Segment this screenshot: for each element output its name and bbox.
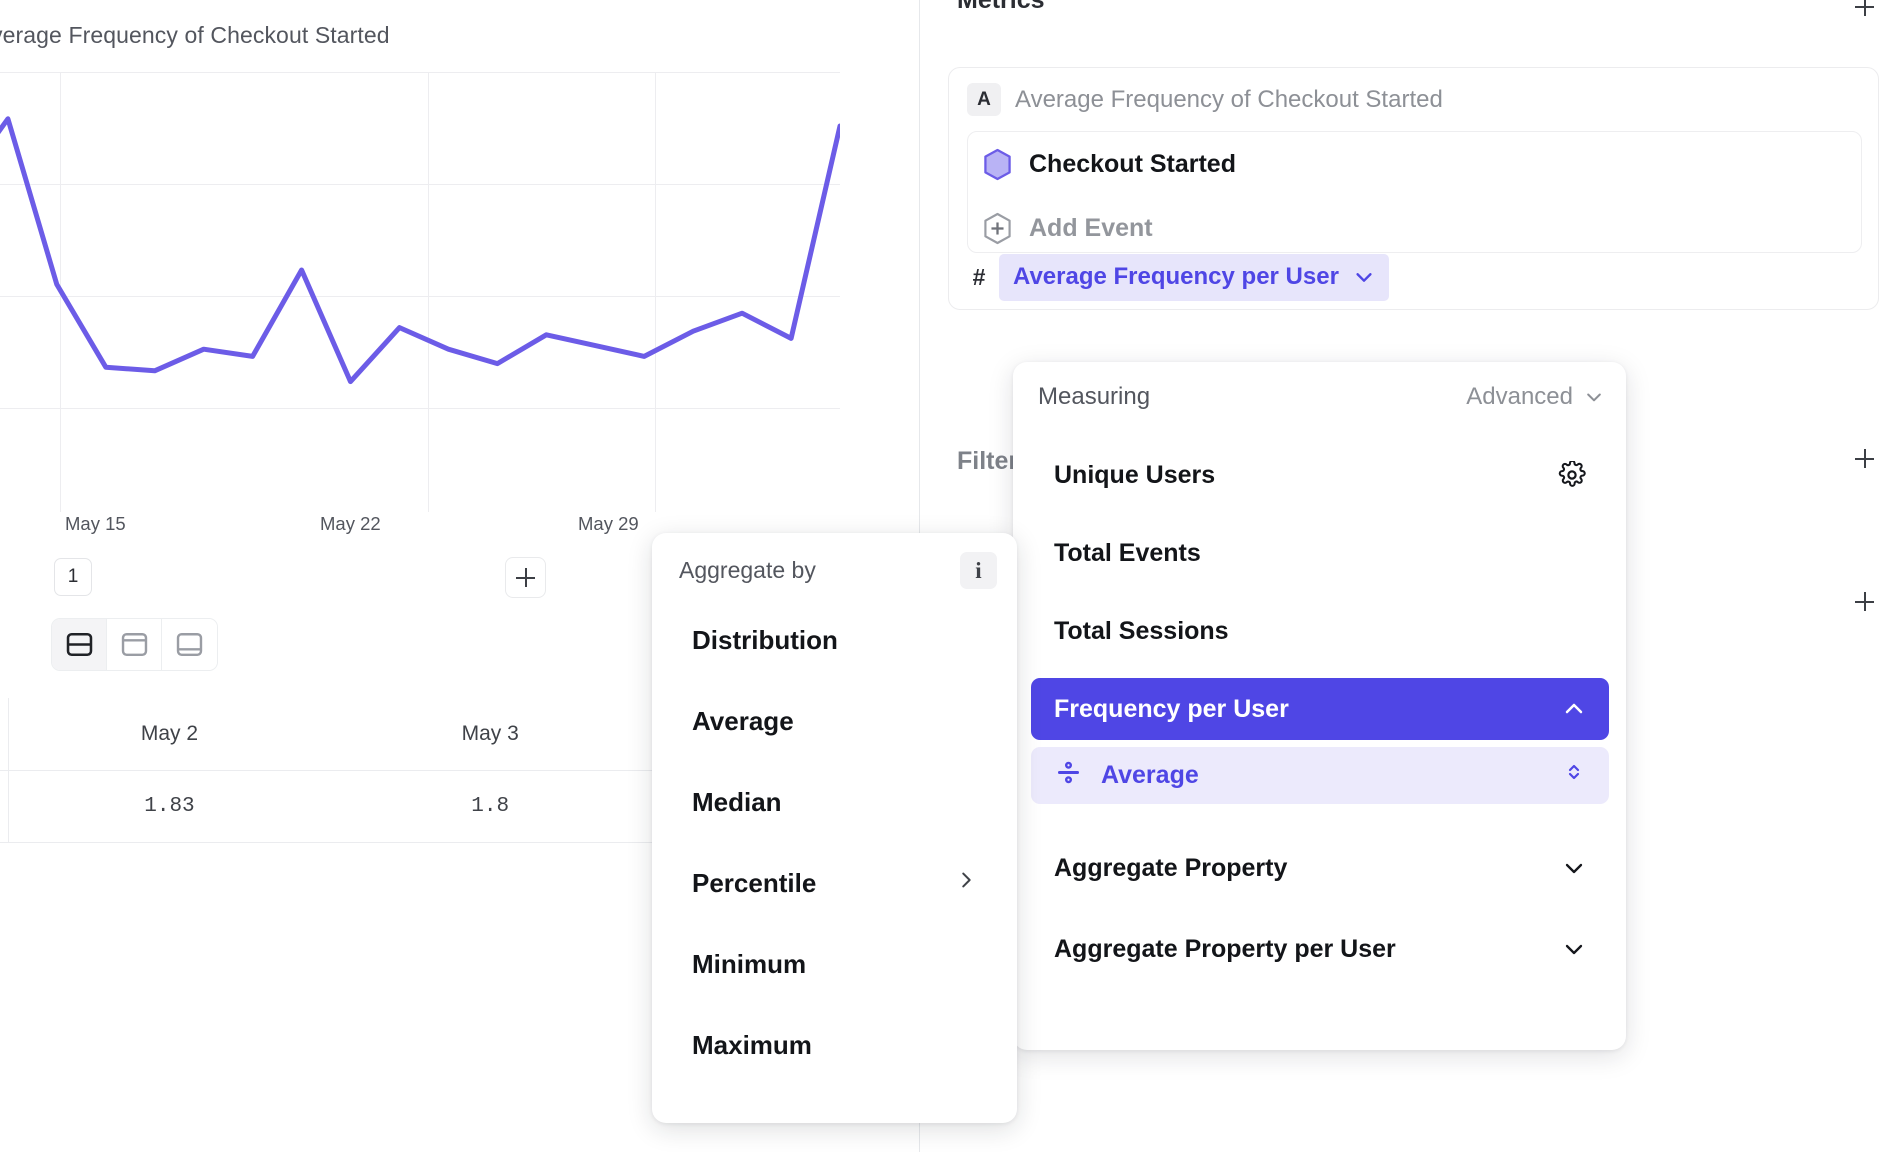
chevron-up-icon [1562,697,1586,721]
aggregate-item-distribution[interactable]: Distribution [668,611,1001,669]
advanced-label: Advanced [1466,383,1573,410]
x-axis-tick-label: May 22 [320,513,381,534]
measuring-subitem-average[interactable]: Average [1031,747,1609,804]
data-table: ↓∣′ May 2 May 3 M 1.9 1.83 1.8 [0,698,834,843]
table-cell-leading: 1.9 [0,770,9,843]
chevron-up-down-icon[interactable] [1562,760,1586,791]
add-breakdown-button[interactable] [1855,585,1874,619]
metrics-section-label: Metrics [957,0,1045,14]
measuring-item-label: Frequency per User [1054,694,1289,723]
table-row: 1.9 1.83 1.8 [0,770,834,843]
measuring-item-aggregate-property-per-user[interactable]: Aggregate Property per User [1031,918,1609,980]
measuring-item-total-sessions[interactable]: Total Sessions [1031,600,1609,662]
page-title: Average Frequency of Checkout Started [0,22,390,48]
gridline-horizontal [0,72,840,73]
chevron-down-icon [1356,273,1372,282]
measuring-item-unique-users[interactable]: Unique Users [1031,444,1609,506]
aggregate-item-minimum[interactable]: Minimum [668,935,1001,993]
table-cell: 1.83 [8,770,331,843]
measure-chip-row: # Average Frequency per User [963,254,1389,301]
divide-icon [1054,758,1083,794]
aggregate-item-average[interactable]: Average [668,692,1001,750]
measuring-dropdown: Measuring Advanced Unique Users Total Ev… [1013,362,1626,1050]
plus-icon [516,568,535,587]
metric-name[interactable]: Average Frequency of Checkout Started [1015,85,1443,113]
event-label: Checkout Started [1029,150,1236,178]
layout-chart-only-button[interactable] [107,619,162,670]
chevron-down-icon [1562,856,1586,880]
hexagon-icon [983,148,1012,181]
add-event-label: Add Event [1029,214,1153,242]
gridline-vertical [655,72,656,512]
measuring-item-label: Aggregate Property [1054,853,1288,882]
aggregate-by-label: Aggregate by [679,557,816,583]
measuring-item-label: Unique Users [1054,460,1216,489]
layout-toggle-group[interactable] [51,618,218,671]
measuring-item-frequency-per-user[interactable]: Frequency per User [1031,678,1609,740]
event-item[interactable]: Checkout Started [983,148,1236,181]
hexagon-plus-icon [983,212,1012,245]
measuring-subitem-label: Average [1101,761,1199,789]
gear-icon[interactable] [1558,461,1586,489]
chevron-down-icon [1587,393,1601,402]
info-icon[interactable]: i [960,552,997,589]
metric-name-row: A Average Frequency of Checkout Started [967,83,1443,116]
measuring-item-label: Total Events [1054,538,1201,567]
hash-icon: # [972,264,986,290]
metric-badge: A [967,83,1001,116]
measuring-item-label: Total Sessions [1054,616,1229,645]
aggregate-by-header: Aggregate by i [679,552,997,589]
aggregate-item-label: Median [692,786,782,817]
gridline-horizontal [0,296,840,297]
x-axis-tick-label: May 15 [65,513,126,534]
chevron-right-icon [955,869,977,897]
line-chart [0,72,840,512]
gridline-vertical [428,72,429,512]
measuring-item-aggregate-property[interactable]: Aggregate Property [1031,837,1609,899]
aggregate-item-median[interactable]: Median [668,773,1001,831]
table-column-header[interactable]: May 2 [8,698,331,771]
aggregate-item-label: Distribution [692,624,838,655]
plus-icon [1855,0,1874,16]
aggregate-item-label: Percentile [692,867,817,898]
aggregate-item-percentile[interactable]: Percentile [668,854,1001,912]
table-column-header[interactable]: May 3 [330,698,651,771]
split-layout-icon [66,632,92,657]
add-event-item[interactable]: Add Event [983,212,1153,245]
chart-only-layout-icon [121,633,147,656]
plus-icon [1855,592,1874,611]
chart-page-number[interactable]: 1 [54,558,92,596]
table-cell: 1.8 [330,770,651,843]
measuring-dropdown-header: Measuring Advanced [1038,383,1604,411]
table-only-layout-icon [176,633,203,656]
layout-split-button[interactable] [52,619,107,670]
gridline-horizontal [0,408,840,409]
aggregate-item-label: Maximum [692,1029,812,1060]
sort-header-cell[interactable]: ↓∣′ [0,698,9,771]
measuring-item-label: Aggregate Property per User [1054,934,1396,963]
chevron-down-icon [1562,937,1586,961]
measuring-label: Measuring [1038,383,1151,410]
add-chart-button[interactable] [505,557,546,598]
metric-card: A Average Frequency of Checkout Started … [948,67,1879,310]
advanced-toggle[interactable]: Advanced [1466,383,1604,411]
measuring-item-total-events[interactable]: Total Events [1031,522,1609,584]
plus-icon [1855,449,1874,468]
aggregate-item-maximum[interactable]: Maximum [668,1016,1001,1074]
aggregate-item-label: Average [692,705,794,736]
event-list-box: Checkout Started Add Event [967,131,1862,253]
aggregate-by-dropdown: Aggregate by i Distribution Average Medi… [652,533,1017,1123]
x-axis-tick-label: May 29 [578,513,639,534]
measure-selector-label: Average Frequency per User [1013,263,1339,290]
measure-selector-chip[interactable]: Average Frequency per User [999,254,1389,301]
aggregate-item-label: Minimum [692,948,807,979]
add-filter-button[interactable] [1855,442,1874,476]
chart-line-path [0,116,840,385]
gridline-horizontal [0,184,840,185]
add-metric-button[interactable] [1855,0,1874,24]
layout-table-only-button[interactable] [162,619,217,670]
